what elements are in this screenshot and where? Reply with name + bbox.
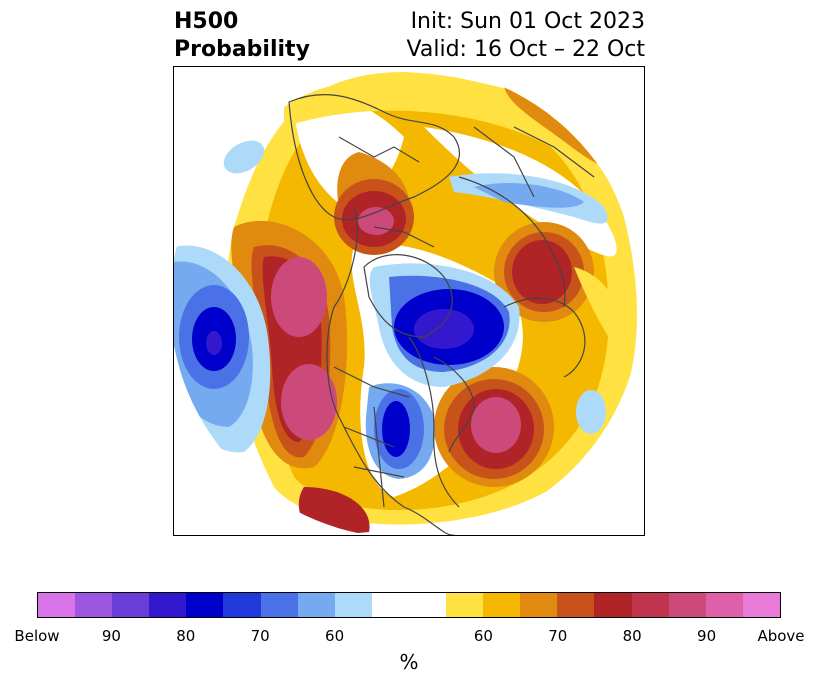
- colorbar-cell: [75, 593, 113, 617]
- colorbar-cell: [186, 593, 224, 617]
- below-normal-center-arctic: [369, 263, 520, 387]
- title-line-1: H500: [174, 9, 239, 34]
- colorbar-cell: [38, 593, 76, 617]
- probability-field: [174, 67, 642, 535]
- colorbar-cell: [668, 593, 706, 617]
- colorbar-tick-label: 80: [622, 627, 642, 645]
- colorbar-cell: [594, 593, 632, 617]
- chart-title: H500 Probability: [174, 8, 310, 64]
- colorbar-tick-label: 60: [473, 627, 493, 645]
- colorbar-tick-label: 60: [325, 627, 345, 645]
- colorbar-tick-label: 80: [176, 627, 196, 645]
- colorbar-cell: [631, 593, 669, 617]
- colorbar-tick-label: Below: [14, 627, 60, 645]
- colorbar-cell: [149, 593, 187, 617]
- colorbar-cell: [557, 593, 595, 617]
- colorbar-cell: [297, 593, 335, 617]
- colorbar-cell: [112, 593, 150, 617]
- below-normal-center-gulf-of-alaska: [174, 245, 271, 453]
- colorbar-cell: [742, 593, 780, 617]
- colorbar-cell: [408, 593, 447, 617]
- colorbar-tick-label: 70: [250, 627, 270, 645]
- map-outlines: [288, 93, 595, 535]
- colorbar-tick-label: 90: [697, 627, 717, 645]
- colorbar-unit-label: %: [399, 650, 419, 674]
- above-normal-center-alaska-canada: [334, 179, 414, 255]
- colorbar-cell: [520, 593, 558, 617]
- colorbar-tick-label: 90: [101, 627, 121, 645]
- init-date: Init: Sun 01 Oct 2023: [410, 9, 645, 34]
- colorbar-cell: [705, 593, 743, 617]
- colorbar: [37, 592, 781, 618]
- map-canvas: [174, 67, 642, 535]
- below-normal-center-central-us: [365, 383, 435, 479]
- date-info: Init: Sun 01 Oct 2023 Valid: 16 Oct – 22…: [407, 8, 645, 64]
- above-normal-center-atlantic: [434, 367, 554, 487]
- colorbar-cell: [483, 593, 521, 617]
- colorbar-cell: [371, 593, 409, 617]
- title-line-2: Probability: [174, 37, 310, 62]
- colorbar-tick-label: Above: [757, 627, 805, 645]
- above-normal-center-europe: [494, 222, 594, 322]
- colorbar-cell: [223, 593, 261, 617]
- colorbar-cell: [446, 593, 484, 617]
- valid-date-range: Valid: 16 Oct – 22 Oct: [406, 37, 645, 62]
- colorbar-tick-label: 70: [548, 627, 568, 645]
- colorbar-cell: [334, 593, 372, 617]
- probability-map: [173, 66, 645, 536]
- colorbar-cell: [260, 593, 298, 617]
